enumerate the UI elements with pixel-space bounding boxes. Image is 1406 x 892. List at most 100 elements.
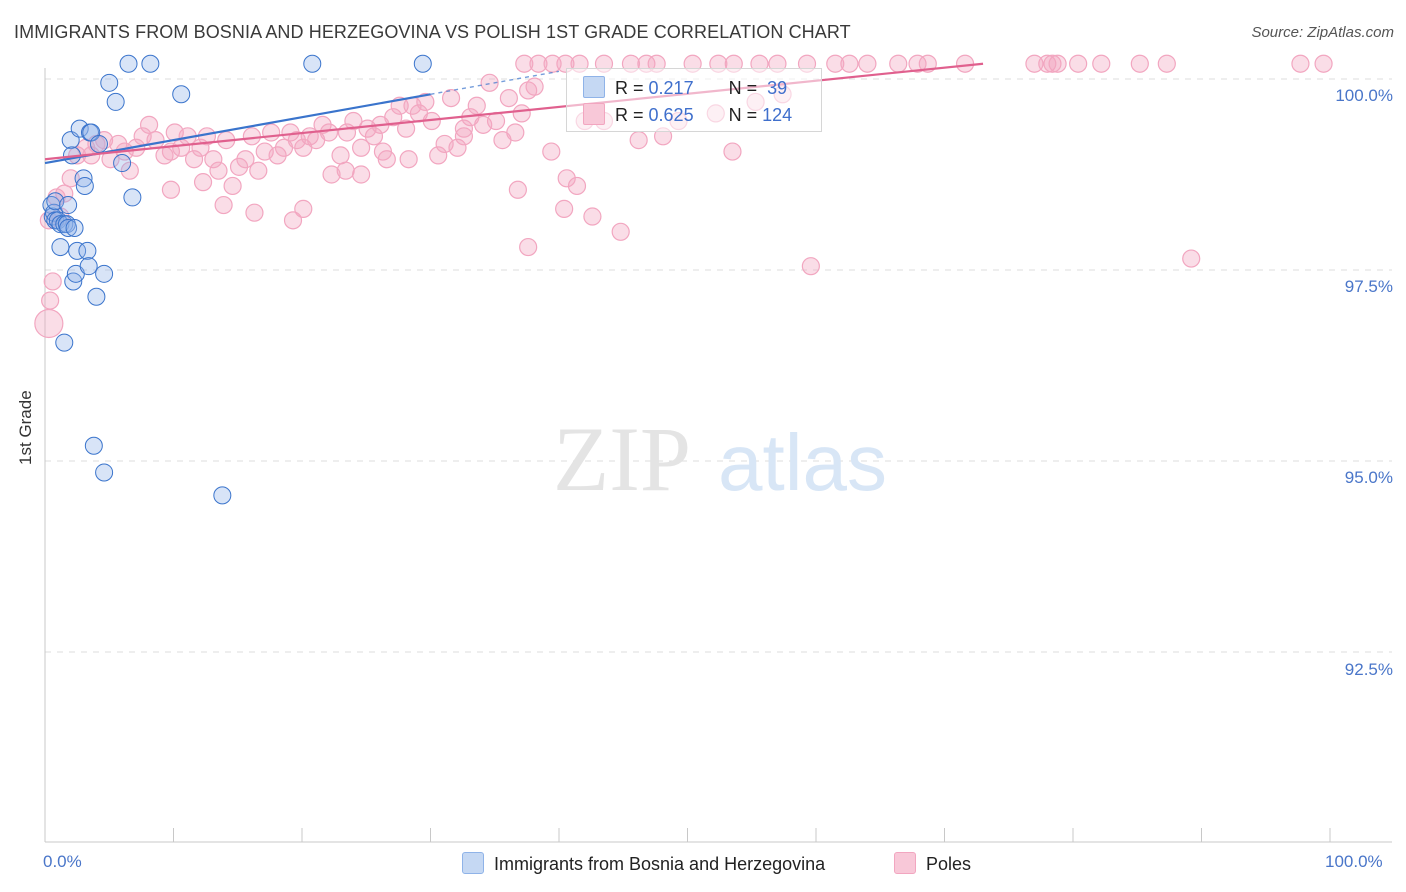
y-tick-label: 100.0% <box>1335 86 1393 105</box>
poles-point <box>249 161 268 180</box>
bosnia-point <box>59 218 78 237</box>
poles-point <box>204 150 223 169</box>
poles-point <box>499 88 518 108</box>
poles-point <box>184 150 204 169</box>
legend-swatch-pink <box>583 103 605 125</box>
poles-point <box>214 195 233 215</box>
poles-point <box>629 131 648 150</box>
bosnia-point <box>74 169 93 188</box>
poles-point <box>826 54 845 73</box>
poles-point <box>542 142 561 161</box>
bosnia-point <box>213 486 232 505</box>
poles-point <box>454 119 474 138</box>
poles-point <box>801 257 820 276</box>
poles-trend-line <box>44 62 984 161</box>
n-label: N = <box>728 78 758 98</box>
legend-swatch-blue <box>583 76 605 98</box>
poles-point <box>723 142 742 161</box>
legend-row-poles: R = 0.625 N = 124 <box>583 103 792 127</box>
poles-point <box>61 169 80 188</box>
poles-point <box>486 111 506 131</box>
poles-point <box>515 54 534 73</box>
poles-point <box>352 165 371 184</box>
watermark: ZIP atlas <box>553 408 887 510</box>
bosnia-point <box>303 54 322 73</box>
bosnia-point <box>75 176 94 195</box>
poles-point <box>508 180 527 199</box>
poles-point <box>364 127 384 146</box>
poles-point <box>352 138 371 157</box>
bosnia-point <box>95 463 114 482</box>
poles-point <box>34 308 64 339</box>
poles-point <box>262 123 281 142</box>
poles-point <box>229 157 249 176</box>
poles-point <box>480 73 499 92</box>
poles-point <box>146 131 165 150</box>
legend-item-bosnia: Immigrants from Bosnia and Herzegovina <box>462 852 825 875</box>
legend-swatch-pink <box>894 852 916 874</box>
poles-point <box>43 272 62 291</box>
poles-point <box>384 108 403 127</box>
poles-point <box>529 54 548 73</box>
poles-point <box>1025 54 1044 73</box>
correlation-legend: R = 0.217 N = 39 R = 0.625 N = 124 <box>566 68 822 132</box>
poles-point <box>319 123 339 142</box>
bosnia-point <box>79 257 98 276</box>
poles-point <box>209 161 228 180</box>
poles-point <box>313 115 332 134</box>
bosnia-point <box>84 436 103 455</box>
poles-point <box>344 111 363 131</box>
poles-point <box>283 211 303 230</box>
poles-point <box>331 146 350 165</box>
poles-point <box>557 169 576 188</box>
bosnia-point <box>141 54 160 73</box>
poles-point <box>1048 54 1067 73</box>
poles-points <box>34 54 1333 339</box>
poles-point <box>441 88 461 108</box>
poles-point <box>336 161 355 180</box>
poles-point <box>223 176 242 196</box>
poles-point <box>429 146 448 165</box>
source-label: Source: ZipAtlas.com <box>1251 24 1394 41</box>
poles-point <box>373 142 393 161</box>
poles-point <box>161 180 181 199</box>
legend-label: Immigrants from Bosnia and Herzegovina <box>494 854 826 874</box>
poles-point <box>1291 54 1310 73</box>
poles-point <box>236 150 255 169</box>
legend-label: Poles <box>926 854 972 874</box>
poles-point <box>41 291 60 310</box>
poles-point <box>245 203 264 222</box>
n-label: N = <box>728 105 758 125</box>
poles-point <box>512 104 531 123</box>
bosnia-points <box>42 54 432 505</box>
poles-point <box>1092 54 1111 73</box>
poles-point <box>543 54 562 73</box>
poles-point <box>955 54 975 73</box>
poles-point <box>1314 54 1333 73</box>
bosnia-point <box>119 54 138 73</box>
bosnia-point <box>59 196 78 215</box>
bosnia-point <box>172 85 191 104</box>
poles-point <box>454 127 474 146</box>
poles-point <box>396 119 416 138</box>
poles-point <box>506 123 525 142</box>
chart-title: IMMIGRANTS FROM BOSNIA AND HERZEGOVINA V… <box>14 22 851 42</box>
bosnia-trend-extension <box>430 70 560 95</box>
poles-point <box>268 146 287 165</box>
n-value: 124 <box>762 105 793 125</box>
legend-swatch-blue <box>462 852 484 874</box>
trend-lines <box>44 62 984 165</box>
poles-point <box>858 54 877 73</box>
poles-point <box>583 207 602 226</box>
bosnia-point <box>70 119 89 138</box>
poles-point <box>555 199 574 218</box>
x-tick-label: 0.0% <box>43 852 82 871</box>
poles-point <box>399 150 418 169</box>
poles-point <box>525 77 544 96</box>
poles-point <box>294 199 313 218</box>
poles-point <box>1157 54 1176 73</box>
bosnia-point <box>100 73 119 92</box>
poles-point <box>193 173 213 192</box>
bosnia-point <box>87 287 106 306</box>
